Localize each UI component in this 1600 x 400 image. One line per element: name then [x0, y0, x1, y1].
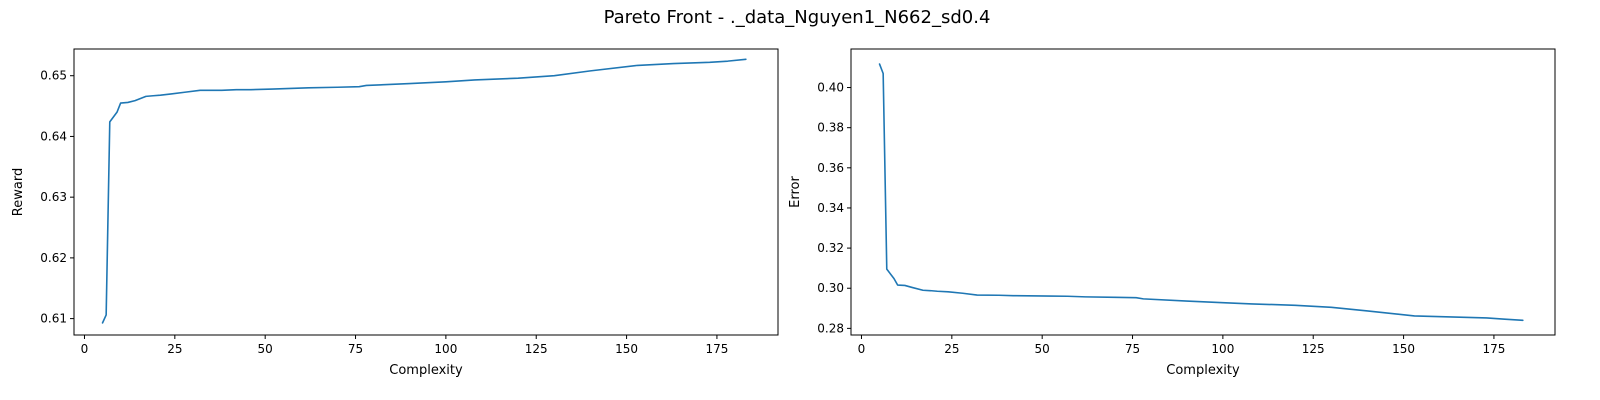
- reward-x-tick-label: 125: [525, 342, 548, 356]
- error-x-tick-label: 50: [1035, 342, 1050, 356]
- error-y-tick-label: 0.34: [817, 201, 844, 215]
- reward-x-tick-label: 0: [81, 342, 89, 356]
- error-y-tick-label: 0.32: [817, 241, 844, 255]
- error-x-axis-label: Complexity: [1166, 363, 1240, 378]
- error-y-tick-label: 0.28: [817, 321, 844, 335]
- reward-chart: 0 25 50 75 100 125 150 175 0.61 0.62 0.63 0.64 0.65…: [11, 48, 779, 378]
- error-series-line: [878, 63, 1524, 322]
- reward-series-line: [101, 58, 747, 324]
- error-x-tick-label: 100: [1211, 342, 1234, 356]
- reward-y-tick-label: 0.63: [40, 190, 67, 204]
- error-x-tick-label: 25: [944, 342, 959, 356]
- reward-x-tick-label: 175: [705, 342, 728, 356]
- error-plot-frame: [850, 48, 1556, 336]
- reward-x-tick-label: 25: [167, 342, 182, 356]
- error-x-ticks: 0 25 50 75 100 125 150 175: [858, 335, 1505, 356]
- error-chart: 0 25 50 75 100 125 150 175 0.28 0.30 0.32 0.34 0.36…: [788, 48, 1556, 378]
- reward-x-ticks: 0 25 50 75 100 125 150 175: [81, 335, 728, 356]
- error-y-tick-label: 0.40: [817, 81, 844, 95]
- reward-x-axis-label: Complexity: [389, 363, 463, 378]
- error-x-tick-label: 0: [858, 342, 866, 356]
- error-x-tick-label: 75: [1125, 342, 1140, 356]
- reward-plot-frame: [73, 48, 779, 336]
- error-y-axis-label: Error: [788, 176, 803, 208]
- reward-y-ticks: 0.61 0.62 0.63 0.64 0.65: [40, 69, 74, 326]
- reward-x-tick-label: 100: [434, 342, 457, 356]
- reward-y-tick-label: 0.64: [40, 129, 67, 143]
- reward-x-tick-label: 150: [615, 342, 638, 356]
- reward-y-tick-label: 0.61: [40, 312, 67, 326]
- error-x-tick-label: 150: [1392, 342, 1415, 356]
- reward-x-tick-label: 50: [258, 342, 273, 356]
- error-y-tick-label: 0.30: [817, 281, 844, 295]
- error-y-tick-label: 0.38: [817, 121, 844, 135]
- reward-line: [101, 58, 747, 324]
- figure-title: Pareto Front - ._data_Nguyen1_N662_sd0.4: [604, 7, 991, 28]
- error-line: [878, 63, 1524, 322]
- reward-y-tick-label: 0.62: [40, 251, 67, 265]
- reward-x-tick-label: 75: [348, 342, 363, 356]
- error-y-ticks: 0.28 0.30 0.32 0.34 0.36 0.38 0.40: [817, 81, 851, 335]
- reward-y-axis-label: Reward: [11, 168, 26, 216]
- error-x-tick-label: 125: [1302, 342, 1325, 356]
- reward-y-tick-label: 0.65: [40, 69, 67, 83]
- error-y-tick-label: 0.36: [817, 161, 844, 175]
- error-x-tick-label: 175: [1482, 342, 1505, 356]
